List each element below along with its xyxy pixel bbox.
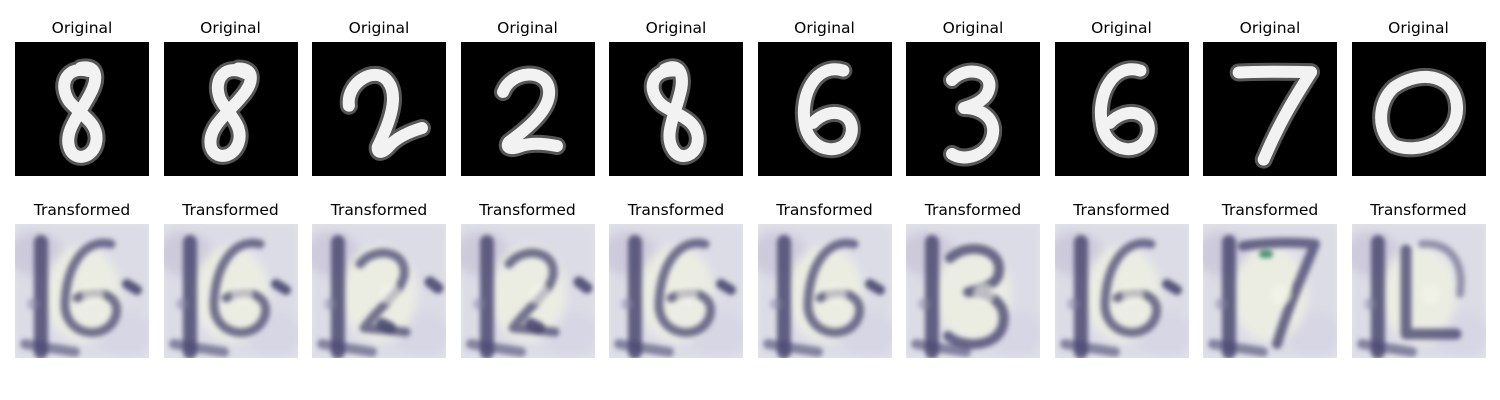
transformed-digit-image [163, 224, 298, 358]
original-digit-image [1054, 42, 1189, 176]
transformed-title: Transformed [1221, 201, 1319, 219]
transformed-title: Transformed [627, 201, 725, 219]
transformed-title: Transformed [776, 201, 873, 219]
transformed-title: Transformed [182, 201, 279, 219]
original-title: Original [1091, 19, 1152, 37]
original-digit-image [312, 42, 446, 176]
original-title: Original [794, 19, 855, 37]
transformed-digit-image [1054, 224, 1189, 358]
transformed-digit-image [1351, 224, 1486, 358]
original-digit-image [906, 42, 1040, 176]
original-title: Original [497, 19, 558, 37]
original-title: Original [1388, 19, 1449, 37]
original-title: Original [51, 19, 113, 37]
transformed-digit-image [460, 224, 595, 358]
transformed-digit-image [312, 224, 446, 358]
original-title: Original [200, 19, 261, 37]
transformed-digit-image [15, 224, 149, 358]
original-title: Original [348, 19, 410, 37]
original-digit-image [1351, 42, 1486, 176]
transformed-title: Transformed [479, 201, 576, 219]
transformed-digit-image [906, 224, 1040, 358]
transformed-title: Transformed [330, 201, 428, 219]
original-digit-image [757, 42, 892, 176]
transformed-digit-image [1203, 224, 1337, 358]
transformed-title: Transformed [1073, 201, 1170, 219]
original-digit-image [163, 42, 298, 176]
transformed-title: Transformed [33, 201, 131, 219]
original-title: Original [645, 19, 707, 37]
original-title: Original [942, 19, 1004, 37]
original-digit-image [609, 42, 743, 176]
original-digit-image [1203, 42, 1337, 176]
original-digit-image [15, 42, 149, 176]
transformed-digit-image [757, 224, 892, 358]
original-title: Original [1239, 19, 1301, 37]
transformed-digit-image [609, 224, 743, 358]
original-digit-image [460, 42, 595, 176]
transformed-title: Transformed [924, 201, 1022, 219]
transformed-title: Transformed [1370, 201, 1467, 219]
